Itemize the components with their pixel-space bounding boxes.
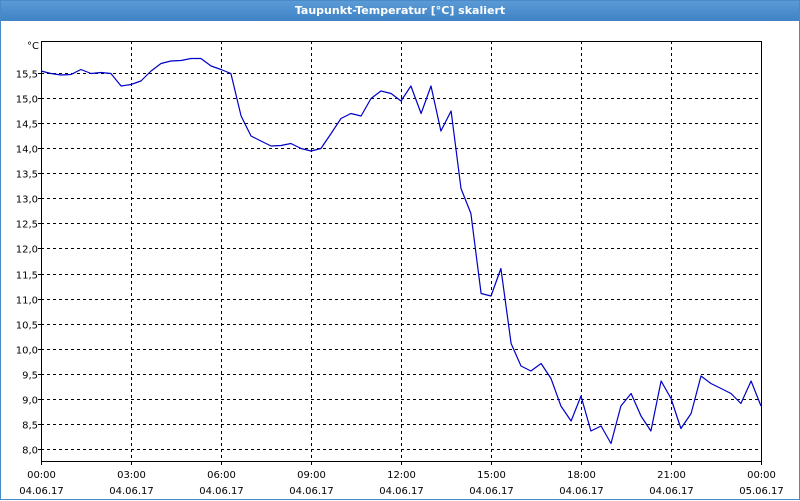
y-tick-label: 15,5: [16, 70, 38, 81]
x-tick-date-label: 04.06.17: [379, 486, 424, 497]
x-tick-time-label: 00:00: [27, 470, 56, 481]
x-tick-time-label: 03:00: [117, 470, 146, 481]
y-tick-label: 13,0: [16, 195, 38, 206]
x-tick-time-label: 12:00: [387, 470, 416, 481]
y-tick-label: 10,5: [16, 321, 38, 332]
x-axis-ticks: 00:00 04.06.17 03:00 04.06.17 06:00 04.06.17 0…: [19, 461, 784, 497]
x-tick-time-label: 18:00: [567, 470, 596, 481]
y-tick-label: 11,0: [16, 296, 38, 307]
y-tick-label: 12,0: [16, 245, 38, 256]
y-tick-label: 9,0: [22, 396, 38, 407]
y-tick-label: 13,5: [16, 170, 38, 181]
series-line: [40, 57, 762, 445]
series-layer: [40, 57, 762, 445]
y-tick-label: 8,5: [22, 421, 38, 432]
x-tick-time-label: 00:00: [747, 470, 776, 481]
y-axis-unit: °C: [27, 41, 39, 52]
x-tick-date-label: 04.06.17: [469, 486, 514, 497]
x-tick-time-label: 21:00: [657, 470, 686, 481]
x-tick-time-label: 06:00: [207, 470, 236, 481]
x-tick-date-label: 04.06.17: [559, 486, 604, 497]
y-tick-label: 15,0: [16, 95, 38, 106]
y-tick-label: 14,5: [16, 120, 38, 131]
x-tick-date-label: 04.06.17: [109, 486, 154, 497]
y-tick-label: 12,5: [16, 220, 38, 231]
x-tick-date-label: 04.06.17: [19, 486, 64, 497]
title-bar: Taupunkt-Temperatur [°C] skaliert: [1, 1, 799, 21]
y-tick-label: 14,0: [16, 145, 38, 156]
x-tick-date-label: 04.06.17: [649, 486, 694, 497]
grid: [41, 41, 761, 461]
y-tick-label: 11,5: [16, 271, 38, 282]
x-tick-time-label: 09:00: [297, 470, 326, 481]
y-axis-ticks: 8,0 8,5 9,0 9,5 10,0 10,5 11,0 11,5 12,0 12,5 13,0…: [16, 70, 41, 457]
x-tick-date-label: 05.06.17: [739, 486, 784, 497]
x-tick-date-label: 04.06.17: [199, 486, 244, 497]
y-tick-label: 10,0: [16, 346, 38, 357]
y-tick-label: 8,0: [22, 446, 38, 457]
y-tick-label: 9,5: [22, 371, 38, 382]
x-tick-date-label: 04.06.17: [289, 486, 334, 497]
x-tick-time-label: 15:00: [477, 470, 506, 481]
